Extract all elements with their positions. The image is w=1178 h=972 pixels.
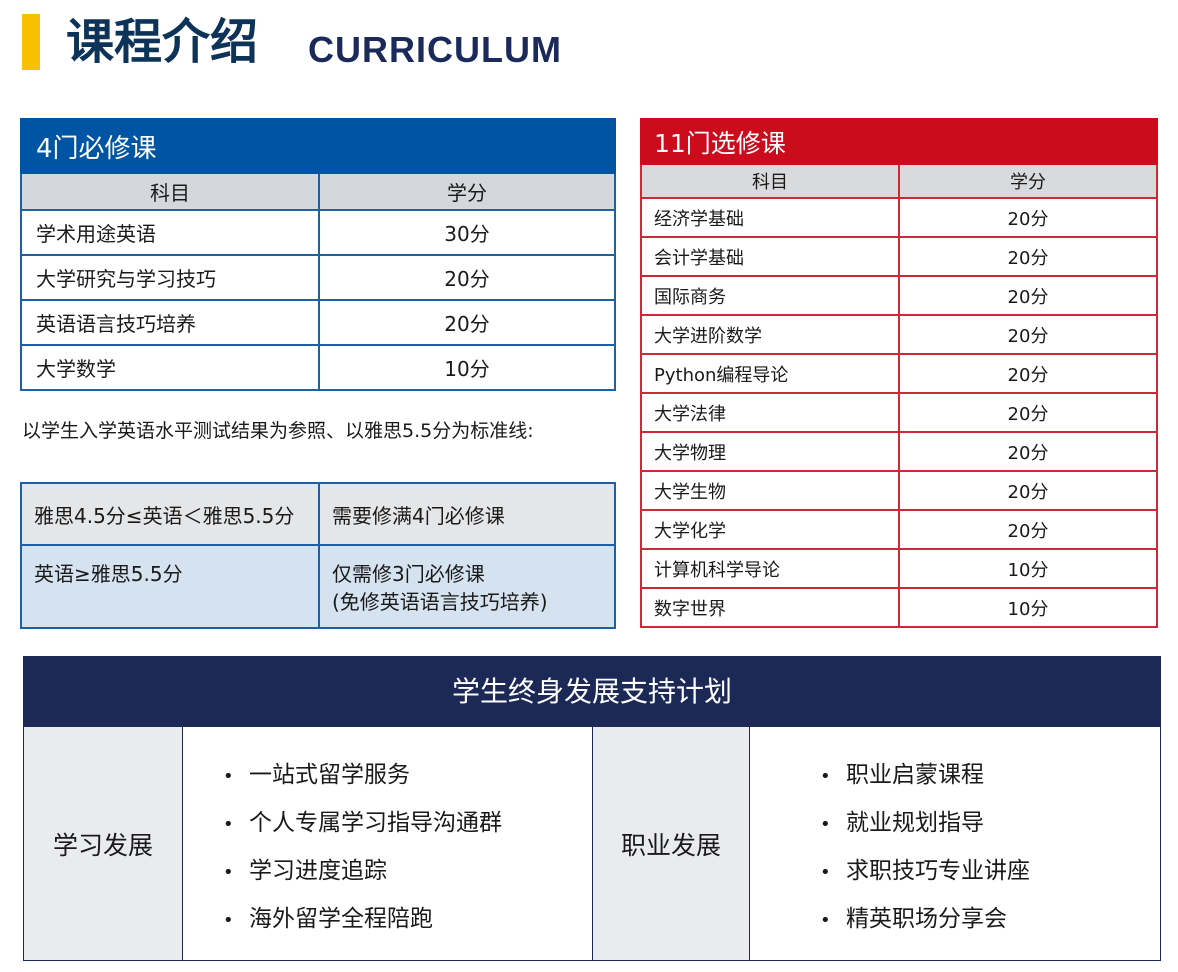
credit-cell: 20分 <box>898 197 1158 238</box>
bullet-icon: • <box>223 766 234 787</box>
list-item-text: 一站式留学服务 <box>249 762 410 788</box>
note-text: 以学生入学英语水平测试结果为参照、以雅思5.5分为标准线: <box>22 420 534 442</box>
list-item-text: 个人专属学习指导沟通群 <box>249 810 502 836</box>
list-item-text: 就业规划指导 <box>846 810 984 836</box>
subject-cell: 大学物理 <box>640 431 900 472</box>
list-item-text: 学习进度追踪 <box>249 858 387 884</box>
column-header: 学分 <box>898 163 1158 199</box>
group-list: • 职业启蒙课程 • 就业规划指导 • 求职技巧专业讲座 • 精英职场分享会 <box>750 727 1160 960</box>
table-row: 计算机科学导论 10分 <box>640 548 1158 589</box>
condition-cell: 雅思4.5分≤英语＜雅思5.5分 <box>20 482 320 546</box>
accent-bar <box>22 14 40 70</box>
subject-cell: 学术用途英语 <box>20 209 320 256</box>
list-item-text: 精英职场分享会 <box>846 906 1007 932</box>
conditions-table: 雅思4.5分≤英语＜雅思5.5分 需要修满4门必修课 英语≥雅思5.5分 仅需修3门… <box>20 482 616 629</box>
table-row: 大学研究与学习技巧 20分 <box>20 254 616 301</box>
credit-cell: 20分 <box>318 254 616 301</box>
group-label: 职业发展 <box>593 727 750 960</box>
result-cell: 仅需修3门必修课 (免修英语语言技巧培养) <box>318 544 616 629</box>
table-caption: 11门选修课 <box>640 118 1158 165</box>
table-row: Python编程导论 20分 <box>640 353 1158 394</box>
bullet-icon: • <box>820 766 831 787</box>
credit-cell: 20分 <box>898 314 1158 355</box>
subject-cell: 大学研究与学习技巧 <box>20 254 320 301</box>
credit-cell: 20分 <box>898 275 1158 316</box>
table-row: 大学进阶数学 20分 <box>640 314 1158 355</box>
group-label: 学习发展 <box>24 727 183 960</box>
credit-cell: 20分 <box>318 299 616 346</box>
development-plan: 学生终身发展支持计划 学习发展 • 一站式留学服务 • 个人专属学习指导沟通群 • 学习进… <box>23 656 1161 961</box>
table-row: 大学物理 20分 <box>640 431 1158 472</box>
list-item-text: 海外留学全程陪跑 <box>249 906 433 932</box>
subject-cell: 英语语言技巧培养 <box>20 299 320 346</box>
credit-cell: 10分 <box>898 548 1158 589</box>
table-row: 英语语言技巧培养 20分 <box>20 299 616 346</box>
table-row: 国际商务 20分 <box>640 275 1158 316</box>
credit-cell: 20分 <box>898 509 1158 550</box>
elective-courses-table: 11门选修课 科目 学分 经济学基础 20分 会计学基础 20分 国际商务 20分 大学进阶数… <box>640 118 1158 628</box>
bullet-icon: • <box>223 862 234 883</box>
table-row: 大学数学 10分 <box>20 344 616 391</box>
list-item: • 学习进度追踪 <box>223 853 592 901</box>
group-list: • 一站式留学服务 • 个人专属学习指导沟通群 • 学习进度追踪 • 海外留学全程陪跑 <box>183 727 593 960</box>
table-row: 英语≥雅思5.5分 仅需修3门必修课 (免修英语语言技巧培养) <box>20 544 616 629</box>
bullet-icon: • <box>820 862 831 883</box>
required-courses-table: 4门必修课 科目 学分 学术用途英语 30分 大学研究与学习技巧 20分 英语语言技巧培养… <box>20 118 616 391</box>
list-item-text: 求职技巧专业讲座 <box>846 858 1030 884</box>
subject-cell: 大学数学 <box>20 344 320 391</box>
credit-cell: 10分 <box>318 344 616 391</box>
list-item: • 求职技巧专业讲座 <box>820 853 1160 901</box>
table-row: 经济学基础 20分 <box>640 197 1158 238</box>
page-title: 课程介绍 <box>66 14 259 70</box>
bullet-icon: • <box>820 910 831 931</box>
subject-cell: 大学法律 <box>640 392 900 433</box>
subject-cell: Python编程导论 <box>640 353 900 394</box>
subject-cell: 经济学基础 <box>640 197 900 238</box>
subject-cell: 计算机科学导论 <box>640 548 900 589</box>
list-item: • 海外留学全程陪跑 <box>223 901 592 949</box>
result-line: 仅需修3门必修课 <box>332 562 485 586</box>
credit-cell: 20分 <box>898 392 1158 433</box>
list-item: • 精英职场分享会 <box>820 901 1160 949</box>
result-cell: 需要修满4门必修课 <box>318 482 616 546</box>
table-row: 雅思4.5分≤英语＜雅思5.5分 需要修满4门必修课 <box>20 482 616 546</box>
column-header: 科目 <box>640 163 900 199</box>
list-item: • 个人专属学习指导沟通群 <box>223 805 592 853</box>
table-row: 数字世界 10分 <box>640 587 1158 628</box>
subject-cell: 会计学基础 <box>640 236 900 277</box>
table-caption: 4门必修课 <box>20 118 616 174</box>
list-item: • 就业规划指导 <box>820 805 1160 853</box>
table-row: 学术用途英语 30分 <box>20 209 616 256</box>
credit-cell: 20分 <box>898 431 1158 472</box>
table-row: 大学法律 20分 <box>640 392 1158 433</box>
credit-cell: 20分 <box>898 353 1158 394</box>
credit-cell: 10分 <box>898 587 1158 628</box>
credit-cell: 20分 <box>898 236 1158 277</box>
list-item: • 职业启蒙课程 <box>820 757 1160 805</box>
credit-cell: 30分 <box>318 209 616 256</box>
column-header: 科目 <box>20 172 320 211</box>
bullet-icon: • <box>223 814 234 835</box>
credit-cell: 20分 <box>898 470 1158 511</box>
table-row: 会计学基础 20分 <box>640 236 1158 277</box>
column-header: 学分 <box>318 172 616 211</box>
table-row: 大学生物 20分 <box>640 470 1158 511</box>
subject-cell: 数字世界 <box>640 587 900 628</box>
condition-cell: 英语≥雅思5.5分 <box>20 544 320 629</box>
bullet-icon: • <box>223 910 234 931</box>
plan-title: 学生终身发展支持计划 <box>24 657 1160 727</box>
table-row: 大学化学 20分 <box>640 509 1158 550</box>
list-item: • 一站式留学服务 <box>223 757 592 805</box>
subject-cell: 大学进阶数学 <box>640 314 900 355</box>
subject-cell: 大学生物 <box>640 470 900 511</box>
list-item-text: 职业启蒙课程 <box>846 762 984 788</box>
result-line: (免修英语语言技巧培养) <box>332 590 548 614</box>
bullet-icon: • <box>820 814 831 835</box>
subject-cell: 国际商务 <box>640 275 900 316</box>
page-title-en: CURRICULUM <box>308 29 562 70</box>
subject-cell: 大学化学 <box>640 509 900 550</box>
